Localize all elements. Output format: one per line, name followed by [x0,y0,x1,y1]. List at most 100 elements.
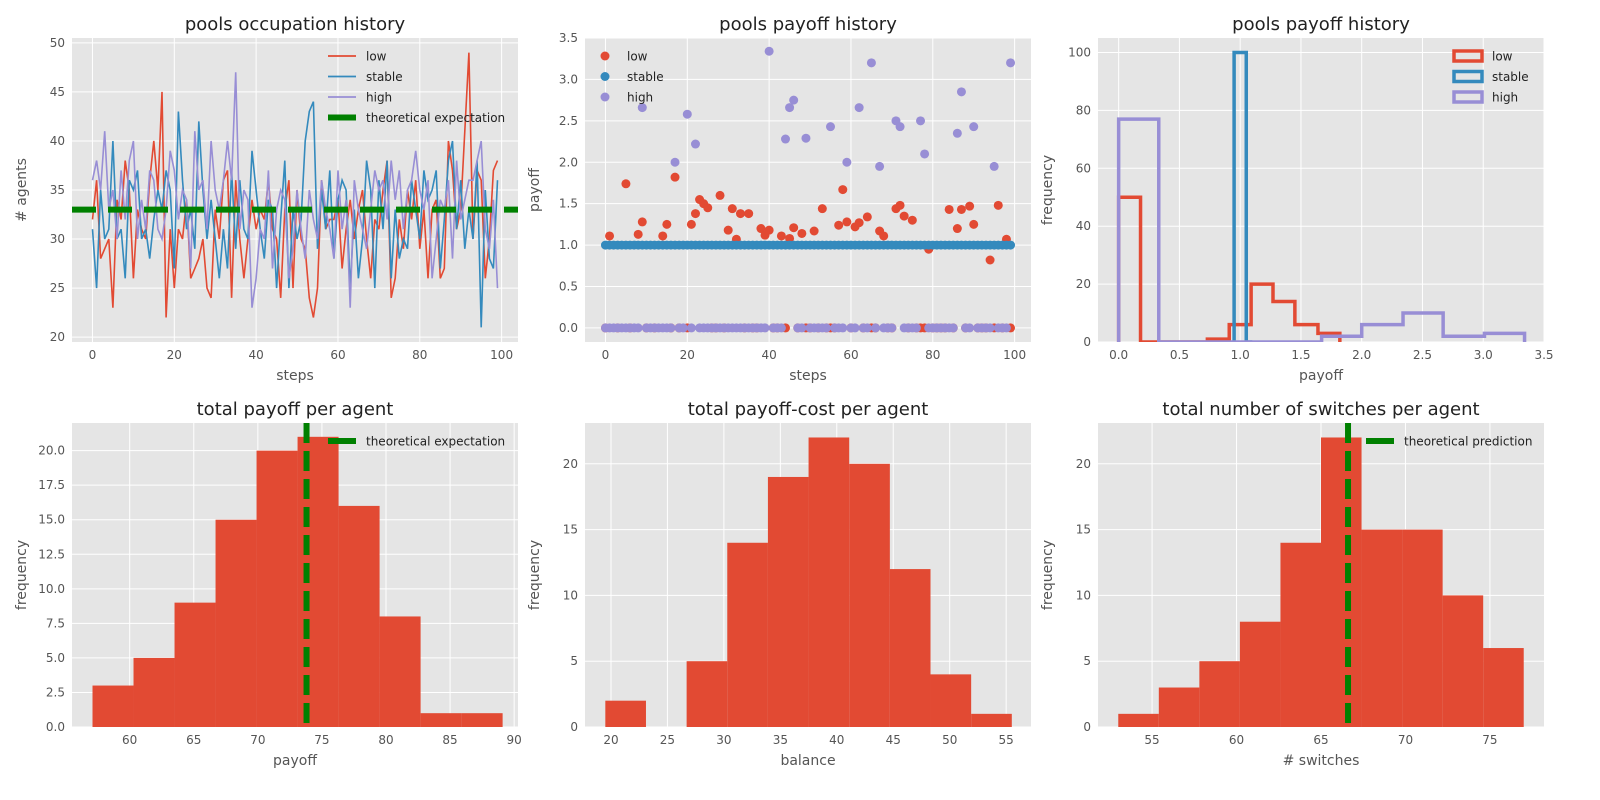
x-tick-label: 35 [773,733,788,747]
legend-label: stable [366,70,403,84]
scatter-point [621,179,631,189]
histogram-bar [889,569,931,727]
histogram-series-high [1116,117,1527,342]
x-tick-label: 25 [660,733,675,747]
y-tick-label: 10 [1076,588,1091,602]
legend-label: low [627,50,648,64]
scatter-point [817,204,827,214]
scatter-point [838,185,848,195]
x-tick-label: 40 [248,348,263,362]
scatter-point [871,323,881,333]
scatter-point [690,209,700,219]
y-tick-label: 7.5 [46,616,65,630]
scatter-point [776,231,786,241]
scatter-point [993,200,1003,210]
histogram-bar [808,437,850,727]
scatter-point [842,217,852,227]
x-tick-label: 60 [330,348,345,362]
y-axis-label: frequency [14,540,30,610]
histogram-bar [605,700,646,727]
y-tick-label: 1.5 [559,197,578,211]
x-tick-label: 40 [761,348,776,362]
x-tick-label: 70 [250,733,265,747]
histogram-bar [1118,713,1159,727]
legend-label: stable [1492,70,1529,84]
legend-label: high [1492,91,1518,105]
y-tick-label: 20 [50,330,65,344]
x-tick-label: 0.5 [1170,348,1189,362]
legend-swatch [600,72,610,81]
scatter-point [895,200,905,210]
y-tick-label: 15 [563,523,578,537]
chart-title: total payoff per agent [197,399,394,420]
legend: low stable high [600,50,664,105]
y-tick-label: 0 [570,720,578,734]
legend: theoretical expectation [328,435,505,449]
x-tick-label: 60 [843,348,858,362]
histogram-bar [767,476,809,727]
chart-title: pools payoff history [719,14,897,35]
y-tick-label: 20 [1076,277,1091,291]
x-axis-label: steps [276,368,314,384]
legend-label: theoretical expectation [366,111,505,125]
y-tick-label: 25 [50,281,65,295]
scatter-point [895,122,905,132]
legend: low stable high theoretical expectation [328,50,505,125]
x-axis-label: payoff [273,753,317,769]
x-tick-label: 0 [89,348,97,362]
scatter-point [703,203,713,213]
scatter-point [948,323,958,333]
scatter-point [735,209,745,219]
y-tick-label: 15.0 [38,513,65,527]
y-tick-label: 35 [50,183,65,197]
scatter-point [797,228,807,238]
legend-label: stable [627,70,664,84]
histogram-bar [1199,661,1240,727]
scatter-point [965,201,975,211]
y-tick-label: 3.5 [559,31,578,45]
histogram-bar [1361,529,1403,727]
scatter-point [850,323,860,333]
x-tick-label: 65 [1313,733,1328,747]
histogram-bar [930,674,972,727]
x-axis-label: steps [789,368,827,384]
scatter-point [956,87,966,97]
x-tick-label: 55 [999,733,1014,747]
y-tick-label: 5 [1083,654,1091,668]
scatter-point [826,122,836,132]
y-tick-label: 0.0 [559,321,578,335]
scatter-point [789,95,799,105]
x-tick-label: 0 [602,348,610,362]
x-tick-label: 20 [167,348,182,362]
histogram-bar [971,713,1012,727]
x-tick-label: 65 [186,733,201,747]
x-tick-label: 1.5 [1291,348,1310,362]
scatter-point [862,323,872,333]
y-tick-label: 0.5 [559,280,578,294]
scatter-point [686,323,696,333]
chart-panel-6: 55 60 65 70 75 0 5 10 15 20 total number of switch… [1040,399,1544,769]
y-tick-label: 60 [1076,161,1091,175]
y-tick-label: 30 [50,232,65,246]
y-tick-label: 80 [1076,103,1091,117]
x-tick-label: 60 [122,733,137,747]
y-tick-label: 2.0 [559,155,578,169]
y-tick-label: 100 [1068,45,1091,59]
histogram-bar [338,505,380,727]
x-tick-label: 70 [1398,733,1413,747]
x-tick-label: 30 [716,733,731,747]
scatter-point [727,204,737,214]
scatter-point [637,103,647,113]
scatter-point [780,134,790,144]
scatter-point [854,103,864,113]
y-tick-label: 40 [1076,219,1091,233]
x-tick-label: 85 [442,733,457,747]
x-tick-label: 45 [886,733,901,747]
histogram-bar [1239,621,1281,727]
histogram-bar [174,602,216,727]
histogram-bar [420,713,462,727]
scatter-point [744,209,754,219]
scatter-point [776,323,786,333]
scatter-point [862,212,872,222]
